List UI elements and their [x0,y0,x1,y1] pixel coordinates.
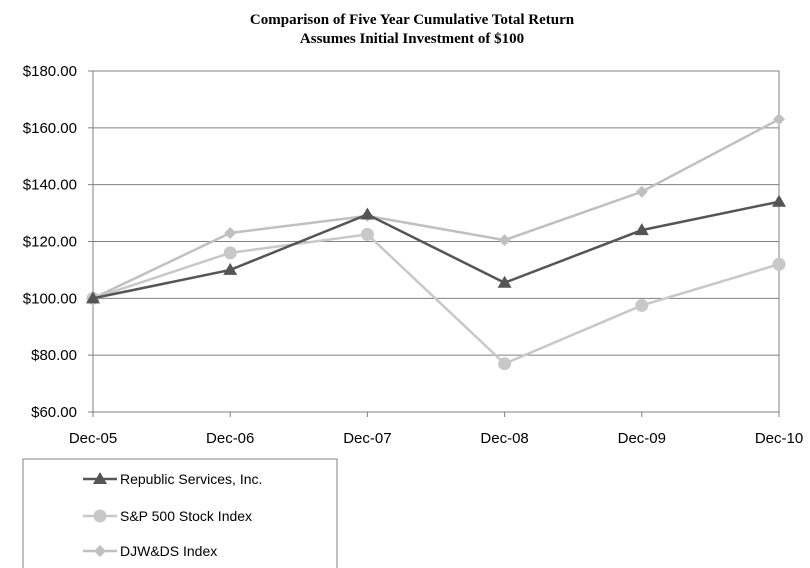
data-point [360,207,375,220]
data-point [93,472,107,484]
data-point [772,257,786,271]
chart-subtitle: Assumes Initial Investment of $100 [300,31,524,47]
series-line [92,118,780,300]
data-point [498,234,511,247]
series-line [92,200,780,300]
data-point [634,223,649,236]
data-point [94,545,106,557]
y-tick-label: $180.00 [23,63,77,80]
data-point [635,298,649,312]
data-point [223,246,237,260]
x-tick-label: Dec-10 [755,430,803,447]
y-axis: $60.00 $80.00 $100.00 $120.00 $140.00 $160.00… [23,63,93,421]
legend-box [22,458,338,568]
y-tick-label: $80.00 [31,347,77,364]
series-group [86,113,786,371]
series-0 [86,194,786,304]
data-point [223,262,238,275]
x-tick-label: Dec-08 [480,430,528,447]
legend-label: DJW&DS Index [120,543,217,559]
y-tick-label: $120.00 [23,234,77,251]
y-tick-label: $60.00 [31,404,77,421]
data-point [497,275,512,288]
legend-label: S&P 500 Stock Index [120,508,252,524]
x-axis: Dec-05 Dec-06 Dec-07 Dec-08 Dec-09 Dec-10 [69,412,803,447]
legend-entry: S&P 500 Stock Index [83,508,252,524]
legend-entry: DJW&DS Index [83,543,217,559]
x-tick-label: Dec-05 [69,430,117,447]
series-1 [86,227,786,371]
data-point [635,185,648,198]
legend: Republic Services, Inc. S&P 500 Stock Ind… [22,458,338,568]
data-point [498,357,512,371]
x-tick-label: Dec-09 [618,430,666,447]
y-tick-label: $100.00 [23,290,77,307]
legend-label: Republic Services, Inc. [120,471,262,487]
x-tick-label: Dec-07 [343,430,391,447]
data-point [772,194,786,207]
chart-title: Comparison of Five Year Cumulative Total… [250,12,575,28]
legend-entry: Republic Services, Inc. [83,471,262,487]
data-point [224,226,237,239]
data-point [360,227,374,241]
data-point [773,113,785,126]
y-tick-label: $160.00 [23,120,77,137]
series-line [92,233,780,366]
data-point [86,291,100,304]
x-tick-label: Dec-06 [206,430,254,447]
data-point [93,509,107,523]
y-tick-label: $140.00 [23,177,77,194]
